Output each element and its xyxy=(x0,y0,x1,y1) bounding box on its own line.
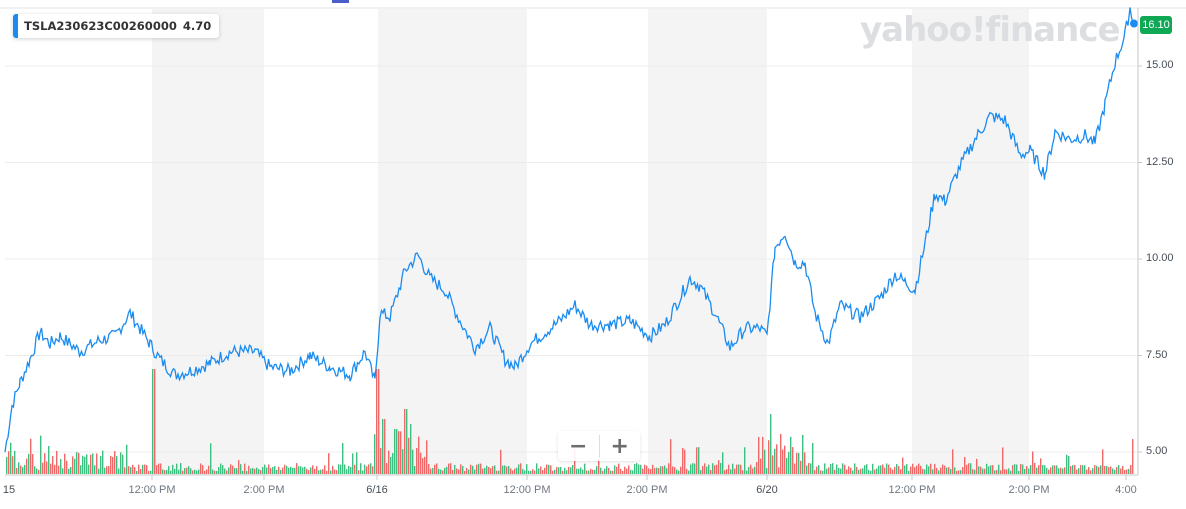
zoom-separator xyxy=(598,435,600,457)
x-tick-4pm: 4:00 xyxy=(1115,484,1137,496)
zoom-in-button[interactable]: + xyxy=(600,431,641,461)
price-line xyxy=(4,7,1135,453)
x-tick-12pm-2: 12:00 PM xyxy=(503,484,551,496)
y-tick-5: 5.00 xyxy=(1146,445,1168,457)
last-price-badge: 16.10 xyxy=(1140,16,1172,34)
zoom-controls: − + xyxy=(558,431,640,461)
y-tick-12-50: 12.50 xyxy=(1146,156,1174,168)
y-tick-15: 15.00 xyxy=(1146,59,1174,71)
x-tick-2pm: 2:00 PM xyxy=(243,484,285,496)
x-tick-day-15: 15 xyxy=(2,484,16,496)
x-tick-2pm-3: 2:00 PM xyxy=(1008,484,1050,496)
x-tick-12pm: 12:00 PM xyxy=(128,484,176,496)
x-tick-day-16: 6/16 xyxy=(366,484,388,496)
last-price-dot xyxy=(1130,19,1138,28)
legend-color-swatch xyxy=(13,14,18,38)
x-tick-12pm-3: 12:00 PM xyxy=(888,484,936,496)
x-tick-day-20: 6/20 xyxy=(756,484,778,496)
legend-symbol: TSLA230623C00260000 xyxy=(24,19,177,33)
grid-lines xyxy=(5,65,1142,453)
session-bands xyxy=(152,9,1029,475)
y-tick-7-50: 7.50 xyxy=(1146,349,1168,361)
y-tick-10: 10.00 xyxy=(1146,252,1174,264)
volume-bars xyxy=(6,369,1134,474)
legend-value: 4.70 xyxy=(182,19,212,33)
zoom-out-button[interactable]: − xyxy=(558,431,599,461)
x-tick-2pm-2: 2:00 PM xyxy=(626,484,668,496)
series-legend[interactable]: TSLA230623C00260000 4.70 xyxy=(13,14,220,38)
yahoo-finance-logo: yahoo!finance xyxy=(860,10,1121,50)
top-accent-bar xyxy=(332,0,349,3)
x-axis-ticks xyxy=(151,475,1127,480)
